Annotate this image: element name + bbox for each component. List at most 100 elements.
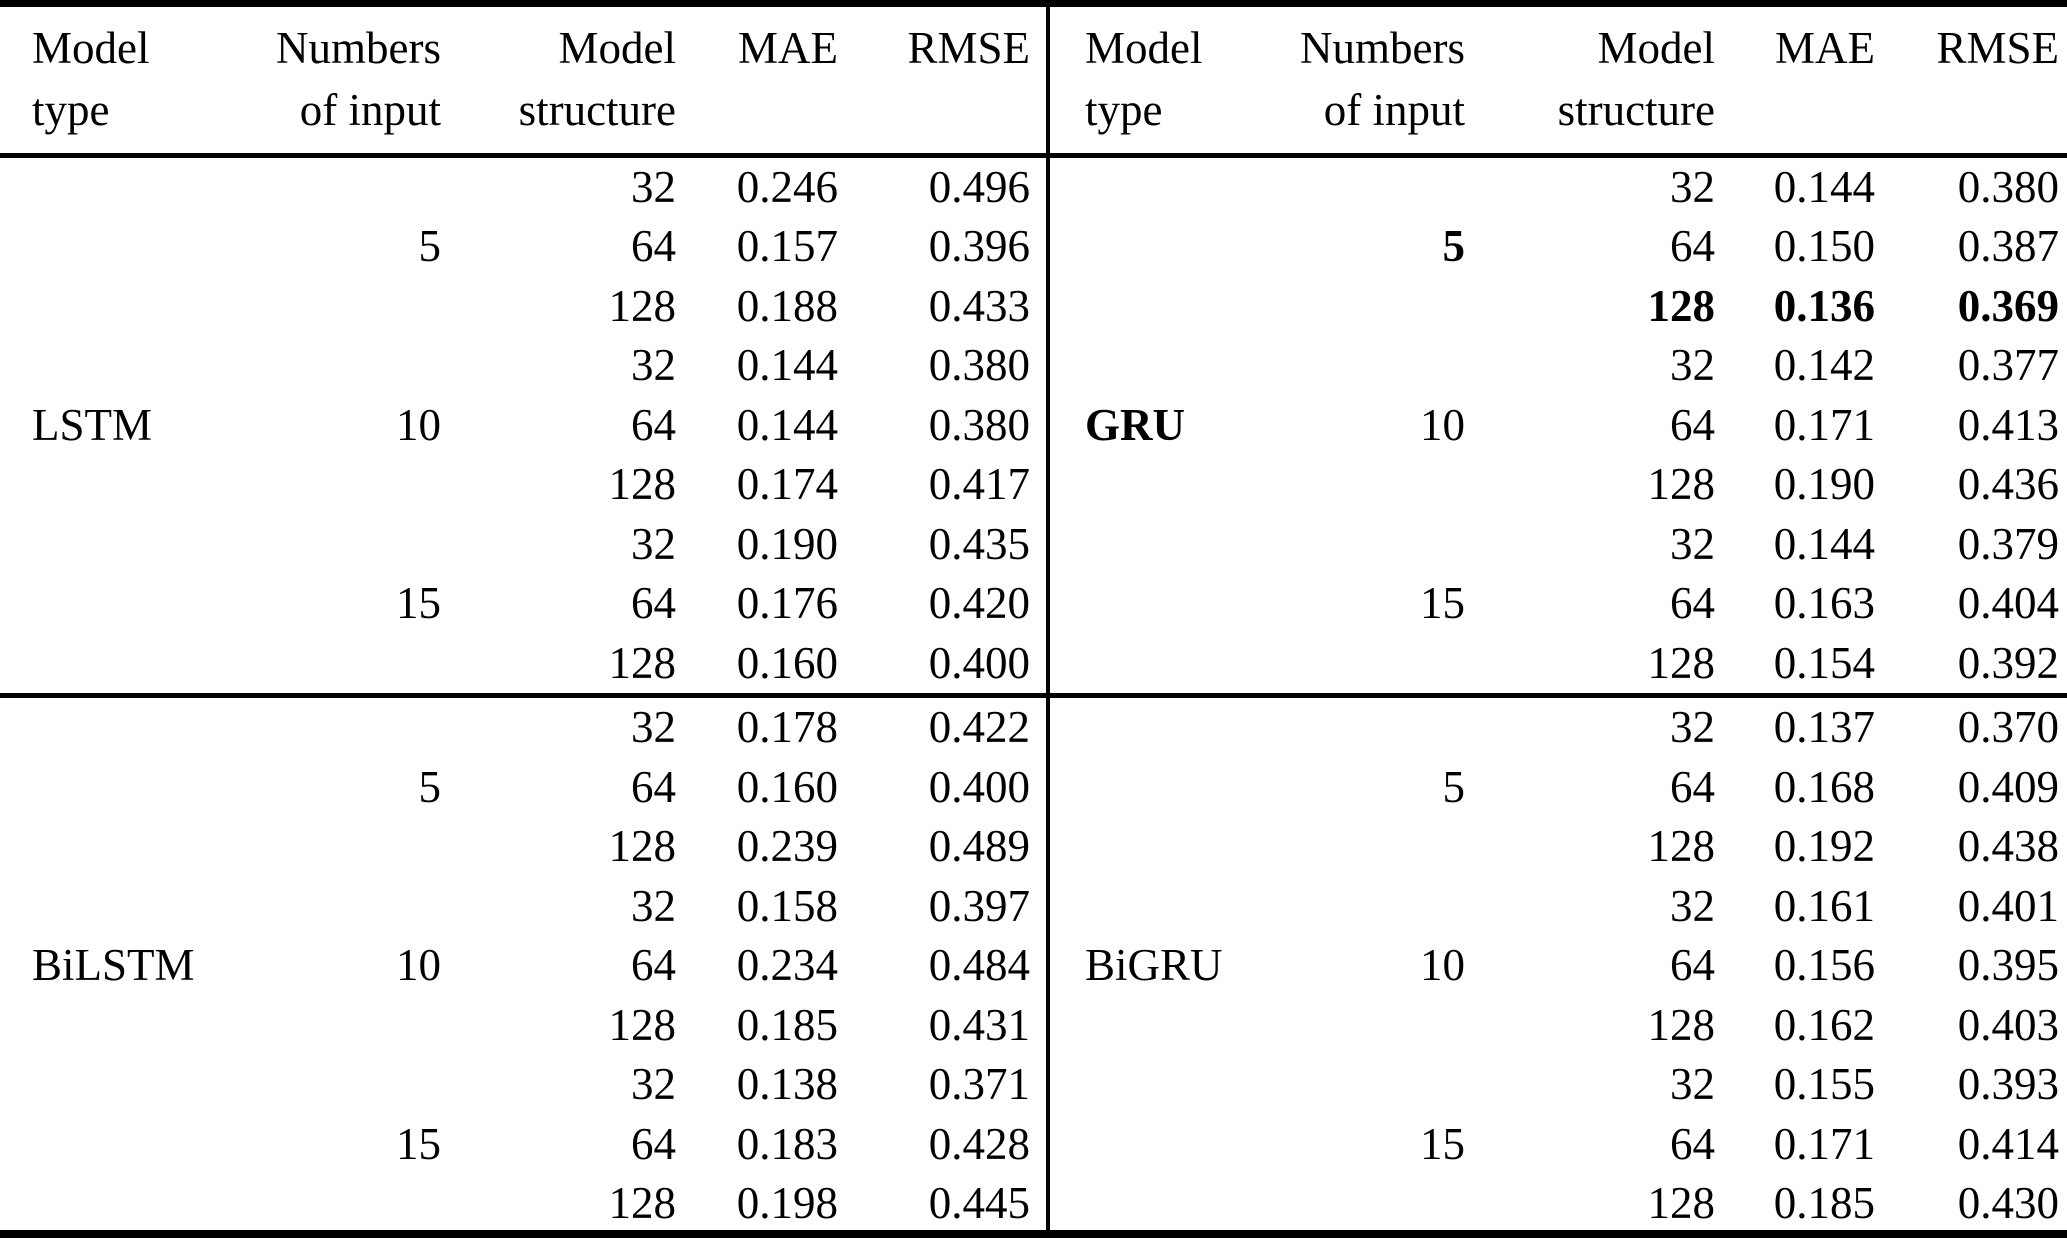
mae-cell: 0.176 [736,578,838,629]
mae-cell: 0.183 [736,1118,838,1169]
rmse-cell: 0.380 [928,399,1030,450]
structure-cell: 128 [1647,821,1716,872]
table-row: 128 0.190 0.436 [1058,455,2067,515]
structure-cell: 64 [631,940,676,991]
table-row: 64 0.163 0.404 [1058,574,2067,634]
column-header-numbers-of-input: Numbers of input [190,7,441,158]
rmse-cell: 0.400 [928,637,1030,688]
header-line: Numbers [276,23,441,73]
table-row: 64 0.183 0.428 [0,1115,1058,1175]
rmse-cell: 0.422 [928,702,1030,753]
header-line: type [32,85,110,135]
rmse-cell: 0.436 [1957,459,2059,510]
mae-cell: 0.154 [1773,637,1875,688]
table-row: 128 0.239 0.489 [0,817,1058,877]
mae-cell: 0.162 [1773,999,1875,1050]
input-count-cell: 15 [396,578,441,629]
mae-cell: 0.136 [1773,280,1875,331]
table-row: 64 0.144 0.380 [0,396,1058,456]
column-header-numbers-of-input: Numbers of input [1228,7,1465,158]
header-line: MAE [1775,23,1875,73]
rmse-cell: 0.420 [928,578,1030,629]
header-line: Model [558,23,677,73]
structure-cell: 128 [608,999,677,1050]
structure-cell: 128 [608,280,677,331]
table-row: GRU 5 32 0.144 0.380 [1058,155,2067,448]
table-row: 128 0.192 0.438 [1058,817,2067,877]
structure-cell: 32 [1670,880,1715,931]
column-divider [1046,7,1050,1230]
mae-cell: 0.144 [1773,161,1875,212]
rmse-cell: 0.392 [1957,637,2059,688]
column-header-model-type: Model type [0,7,190,158]
structure-cell: 128 [608,637,677,688]
table-row: 64 0.171 0.413 [1058,396,2067,456]
table-row: 128 0.185 0.431 [0,996,1058,1056]
mae-cell: 0.171 [1773,1118,1875,1169]
header-left: Model type Numbers of input Model structure MA… [0,7,1058,158]
panel-bilstm: BiLSTM 5 32 0.178 0.422 64 0.160 0.400 128 0.239 0… [0,696,1058,1234]
mae-cell: 0.138 [736,1059,838,1110]
header-line: RMSE [907,23,1030,73]
rmse-cell: 0.428 [928,1118,1030,1169]
structure-cell: 32 [1670,1059,1715,1110]
panel-lstm: LSTM 5 32 0.246 0.496 64 0.157 0.396 128 0.188 0.4… [0,155,1058,696]
mae-cell: 0.171 [1773,399,1875,450]
table-row: 128 0.185 0.430 [1058,1174,2067,1234]
table-row: 15 32 0.190 0.435 [0,515,1058,627]
rmse-cell: 0.431 [928,999,1030,1050]
table-row: 64 0.168 0.409 [1058,758,2067,818]
header-line: structure [518,85,676,135]
structure-cell: 128 [608,459,677,510]
right-half: Model type Numbers of input Model structure MA… [1058,7,2067,1230]
structure-cell: 64 [1670,221,1715,272]
table-row: BiGRU 5 32 0.137 0.370 [1058,696,2067,989]
rmse-cell: 0.387 [1957,221,2059,272]
header-line: structure [1557,85,1715,135]
rmse-cell: 0.397 [928,880,1030,931]
column-header-mae: MAE [1715,7,1875,158]
mae-cell: 0.239 [736,821,838,872]
model-type-cell: LSTM [32,399,153,450]
structure-cell: 32 [631,518,676,569]
table-left: Model type Numbers of input Model structure MA… [0,7,1058,1234]
structure-cell: 64 [631,399,676,450]
header-line: Model [32,23,150,73]
structure-cell: 128 [1647,999,1716,1050]
input-count-cell: 15 [1420,578,1465,629]
mae-cell: 0.198 [736,1178,838,1229]
structure-cell: 32 [1670,161,1715,212]
header-line: type [1085,85,1163,135]
structure-cell: 64 [631,578,676,629]
mae-cell: 0.137 [1773,702,1875,753]
left-half: Model type Numbers of input Model structure MA… [0,7,1058,1230]
table-row: 10 32 0.144 0.380 [0,336,1058,448]
header-line: Model [1597,23,1716,73]
rmse-cell: 0.396 [928,221,1030,272]
mae-cell: 0.174 [736,459,838,510]
rmse-cell: 0.417 [928,459,1030,510]
structure-cell: 128 [608,1178,677,1229]
table-row: 64 0.150 0.387 [1058,217,2067,277]
mae-cell: 0.190 [1773,459,1875,510]
rmse-cell: 0.377 [1957,340,2059,391]
structure-cell: 32 [1670,518,1715,569]
table-row: 128 0.160 0.400 [0,634,1058,696]
mae-cell: 0.156 [1773,940,1875,991]
input-count-cell: 5 [418,761,442,812]
header-right: Model type Numbers of input Model structure MA… [1058,7,2067,158]
table-row: 15 32 0.138 0.371 [0,1055,1058,1167]
rmse-cell: 0.445 [928,1178,1030,1229]
structure-cell: 64 [631,761,676,812]
mae-cell: 0.234 [736,940,838,991]
table-row: 15 32 0.144 0.379 [1058,515,2067,627]
model-type-cell: GRU [1085,399,1185,450]
input-count-cell: 10 [396,399,441,450]
rmse-cell: 0.413 [1957,399,2059,450]
input-count-cell: 5 [1442,761,1466,812]
structure-cell: 64 [1670,1118,1715,1169]
table-row: 64 0.156 0.395 [1058,936,2067,996]
structure-cell: 128 [1647,280,1716,331]
table-right: Model type Numbers of input Model structure MA… [1058,7,2067,1234]
model-type-cell: BiGRU [1085,940,1223,991]
